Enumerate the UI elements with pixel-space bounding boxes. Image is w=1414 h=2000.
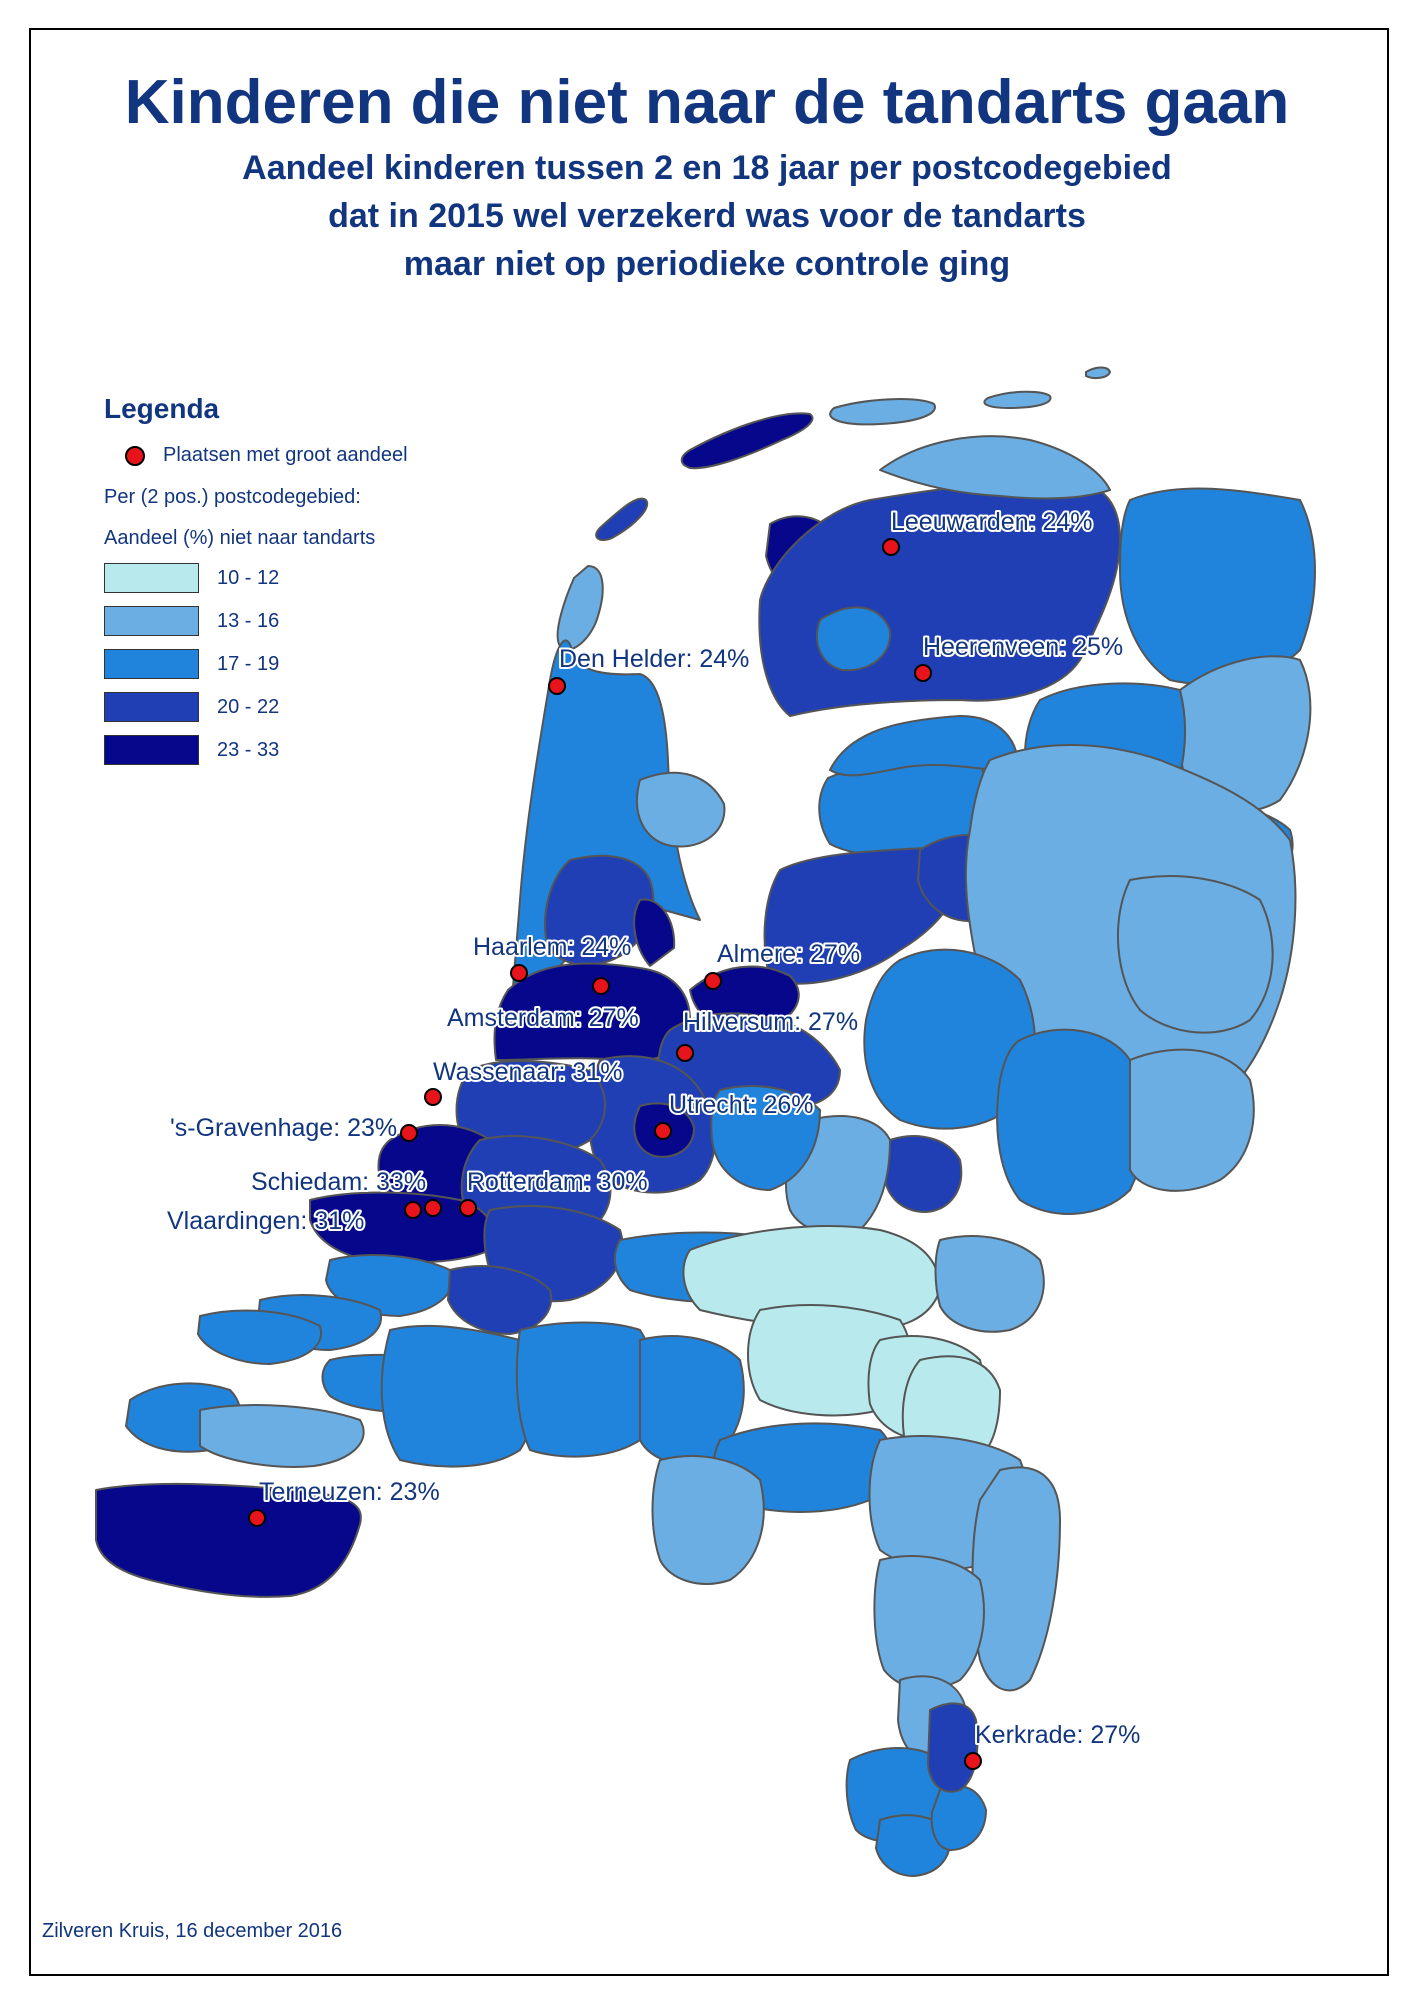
city-label-vlaardingen: Vlaardingen: 31%	[167, 1207, 364, 1235]
city-marker-den-haag	[400, 1124, 418, 1142]
city-label-kerkrade: Kerkrade: 27%	[975, 1721, 1140, 1749]
city-label-den-haag: 's-Gravenhage: 23%	[170, 1114, 397, 1142]
city-marker-schiedam	[424, 1199, 442, 1217]
region-vlieland	[595, 497, 649, 542]
legend-swatch-13-16	[104, 606, 199, 636]
city-label-utrecht: Utrecht: 26%	[669, 1091, 814, 1119]
legend-swatch-17-19	[104, 649, 199, 679]
region-noord-limburg	[971, 1466, 1061, 1692]
city-marker-almere	[704, 972, 722, 990]
city-label-rotterdam: Rotterdam: 30%	[467, 1168, 648, 1196]
legend-swatch-23-33	[104, 735, 199, 765]
legend-swatch-20-22	[104, 692, 199, 722]
region-flevoland-east	[763, 845, 964, 985]
city-label-haarlem: Haarlem: 24%	[473, 933, 631, 961]
region-nijmegen	[934, 1235, 1045, 1333]
region-heuvelland	[930, 1785, 987, 1851]
region-rottumeroog	[1085, 366, 1111, 380]
city-marker-leeuwarden	[882, 538, 900, 556]
region-friesland-central	[816, 606, 892, 672]
region-terschelling	[680, 412, 814, 470]
region-kempen	[651, 1455, 765, 1585]
region-zeeuws-vlaanderen	[95, 1482, 362, 1598]
city-marker-terneuzen	[248, 1509, 266, 1527]
region-schiermonnikoog	[983, 390, 1052, 409]
city-marker-hilversum	[676, 1044, 694, 1062]
city-marker-heerenveen	[914, 664, 932, 682]
region-achterhoek	[996, 1028, 1146, 1215]
city-label-leeuwarden: Leeuwarden: 24%	[891, 508, 1093, 536]
legend-label-10-12: 10 - 12	[217, 567, 280, 589]
city-marker-amsterdam	[592, 977, 610, 995]
region-zuid-beveland	[199, 1404, 365, 1468]
city-label-wassenaar: Wassenaar: 31%	[433, 1058, 622, 1086]
city-label-almere: Almere: 27%	[717, 940, 860, 968]
city-marker-den-helder	[548, 677, 566, 695]
region-maastricht	[875, 1814, 952, 1877]
region-veluwe	[863, 948, 1036, 1130]
legend-scale-caption-1: Per (2 pos.) postcodegebied:	[104, 486, 361, 508]
region-schouwen	[197, 1309, 323, 1365]
region-utrecht-east	[710, 1085, 821, 1191]
city-label-amsterdam: Amsterdam: 27%	[447, 1004, 639, 1032]
legend-label-17-19: 17 - 19	[217, 653, 280, 675]
legend-label-23-33: 23 - 33	[217, 739, 280, 761]
city-marker-kerkrade	[964, 1752, 982, 1770]
map-subtitle-line-1: Aandeel kinderen tussen 2 en 18 jaar per…	[242, 149, 1172, 187]
legend-scale-caption-2: Aandeel (%) niet naar tandarts	[104, 527, 376, 549]
city-label-den-helder: Den Helder: 24%	[559, 645, 749, 673]
city-label-terneuzen: Terneuzen: 23%	[259, 1478, 440, 1506]
city-marker-haarlem	[510, 964, 528, 982]
legend-marker-icon	[125, 446, 145, 466]
city-markers	[248, 538, 982, 1770]
region-waterland	[633, 898, 676, 967]
legend-marker-label: Plaatsen met groot aandeel	[163, 444, 408, 466]
city-marker-wassenaar	[424, 1088, 442, 1106]
region-arnhem	[883, 1135, 963, 1213]
city-marker-rotterdam	[459, 1199, 477, 1217]
region-breda	[515, 1321, 656, 1458]
region-west-friesland	[635, 771, 726, 848]
legend-label-20-22: 20 - 22	[217, 696, 280, 718]
city-marker-utrecht	[654, 1122, 672, 1140]
city-marker-vlaardingen	[404, 1201, 422, 1219]
source-credit: Zilveren Kruis, 16 december 2016	[42, 1920, 343, 1942]
city-label-schiedam: Schiedam: 33%	[251, 1168, 426, 1196]
region-groningen-north	[879, 435, 1111, 500]
city-label-heerenveen: Heerenveen: 25%	[923, 633, 1123, 661]
legend-label-13-16: 13 - 16	[217, 610, 280, 632]
map-subtitle-line-3: maar niet op periodieke controle ging	[403, 245, 1011, 283]
region-groningen	[1119, 487, 1316, 685]
region-west-brabant	[380, 1324, 536, 1468]
region-hoeksche-waard	[447, 1265, 553, 1335]
legend-swatch-10-12	[104, 563, 199, 593]
region-twente	[1116, 875, 1274, 1034]
region-heerlen	[927, 1702, 979, 1793]
region-den-bosch	[682, 1225, 941, 1331]
region-zaanstreek	[544, 854, 655, 966]
legend-heading: Legenda	[104, 393, 220, 424]
region-achterhoek-east	[1129, 1048, 1255, 1192]
city-label-hilversum: Hilversum: 27%	[683, 1008, 858, 1036]
region-midden-limburg	[873, 1555, 985, 1691]
map-subtitle-line-2: dat in 2015 wel verzekerd was voor de ta…	[328, 197, 1086, 235]
region-ameland	[829, 398, 936, 426]
region-texel	[556, 565, 604, 651]
map-title: Kinderen die niet naar de tandarts gaan	[124, 68, 1290, 137]
